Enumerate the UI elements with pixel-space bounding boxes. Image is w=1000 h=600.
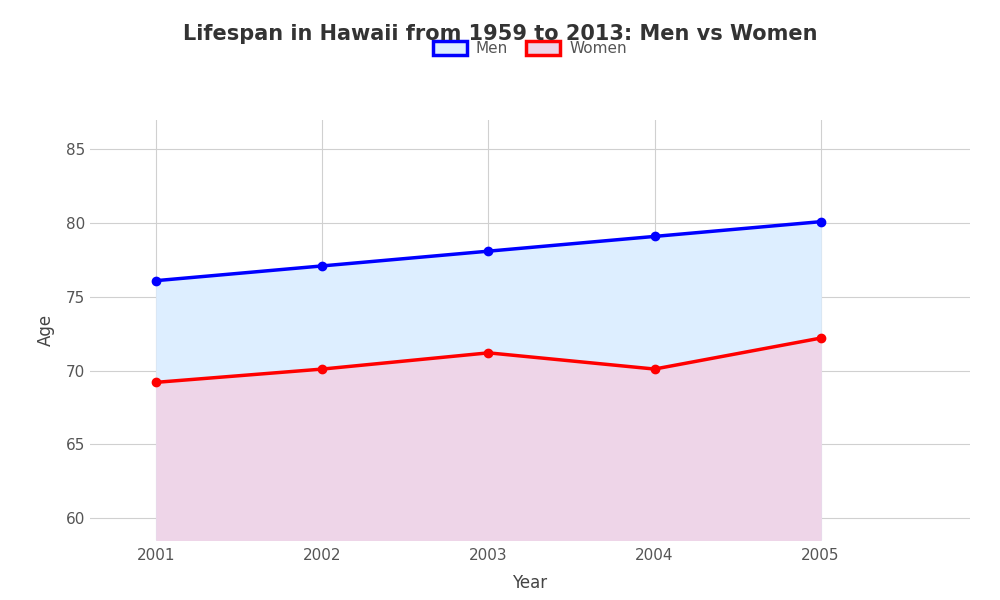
Text: Lifespan in Hawaii from 1959 to 2013: Men vs Women: Lifespan in Hawaii from 1959 to 2013: Me… <box>183 24 817 44</box>
Y-axis label: Age: Age <box>37 314 55 346</box>
Legend: Men, Women: Men, Women <box>427 35 633 62</box>
X-axis label: Year: Year <box>512 574 548 592</box>
